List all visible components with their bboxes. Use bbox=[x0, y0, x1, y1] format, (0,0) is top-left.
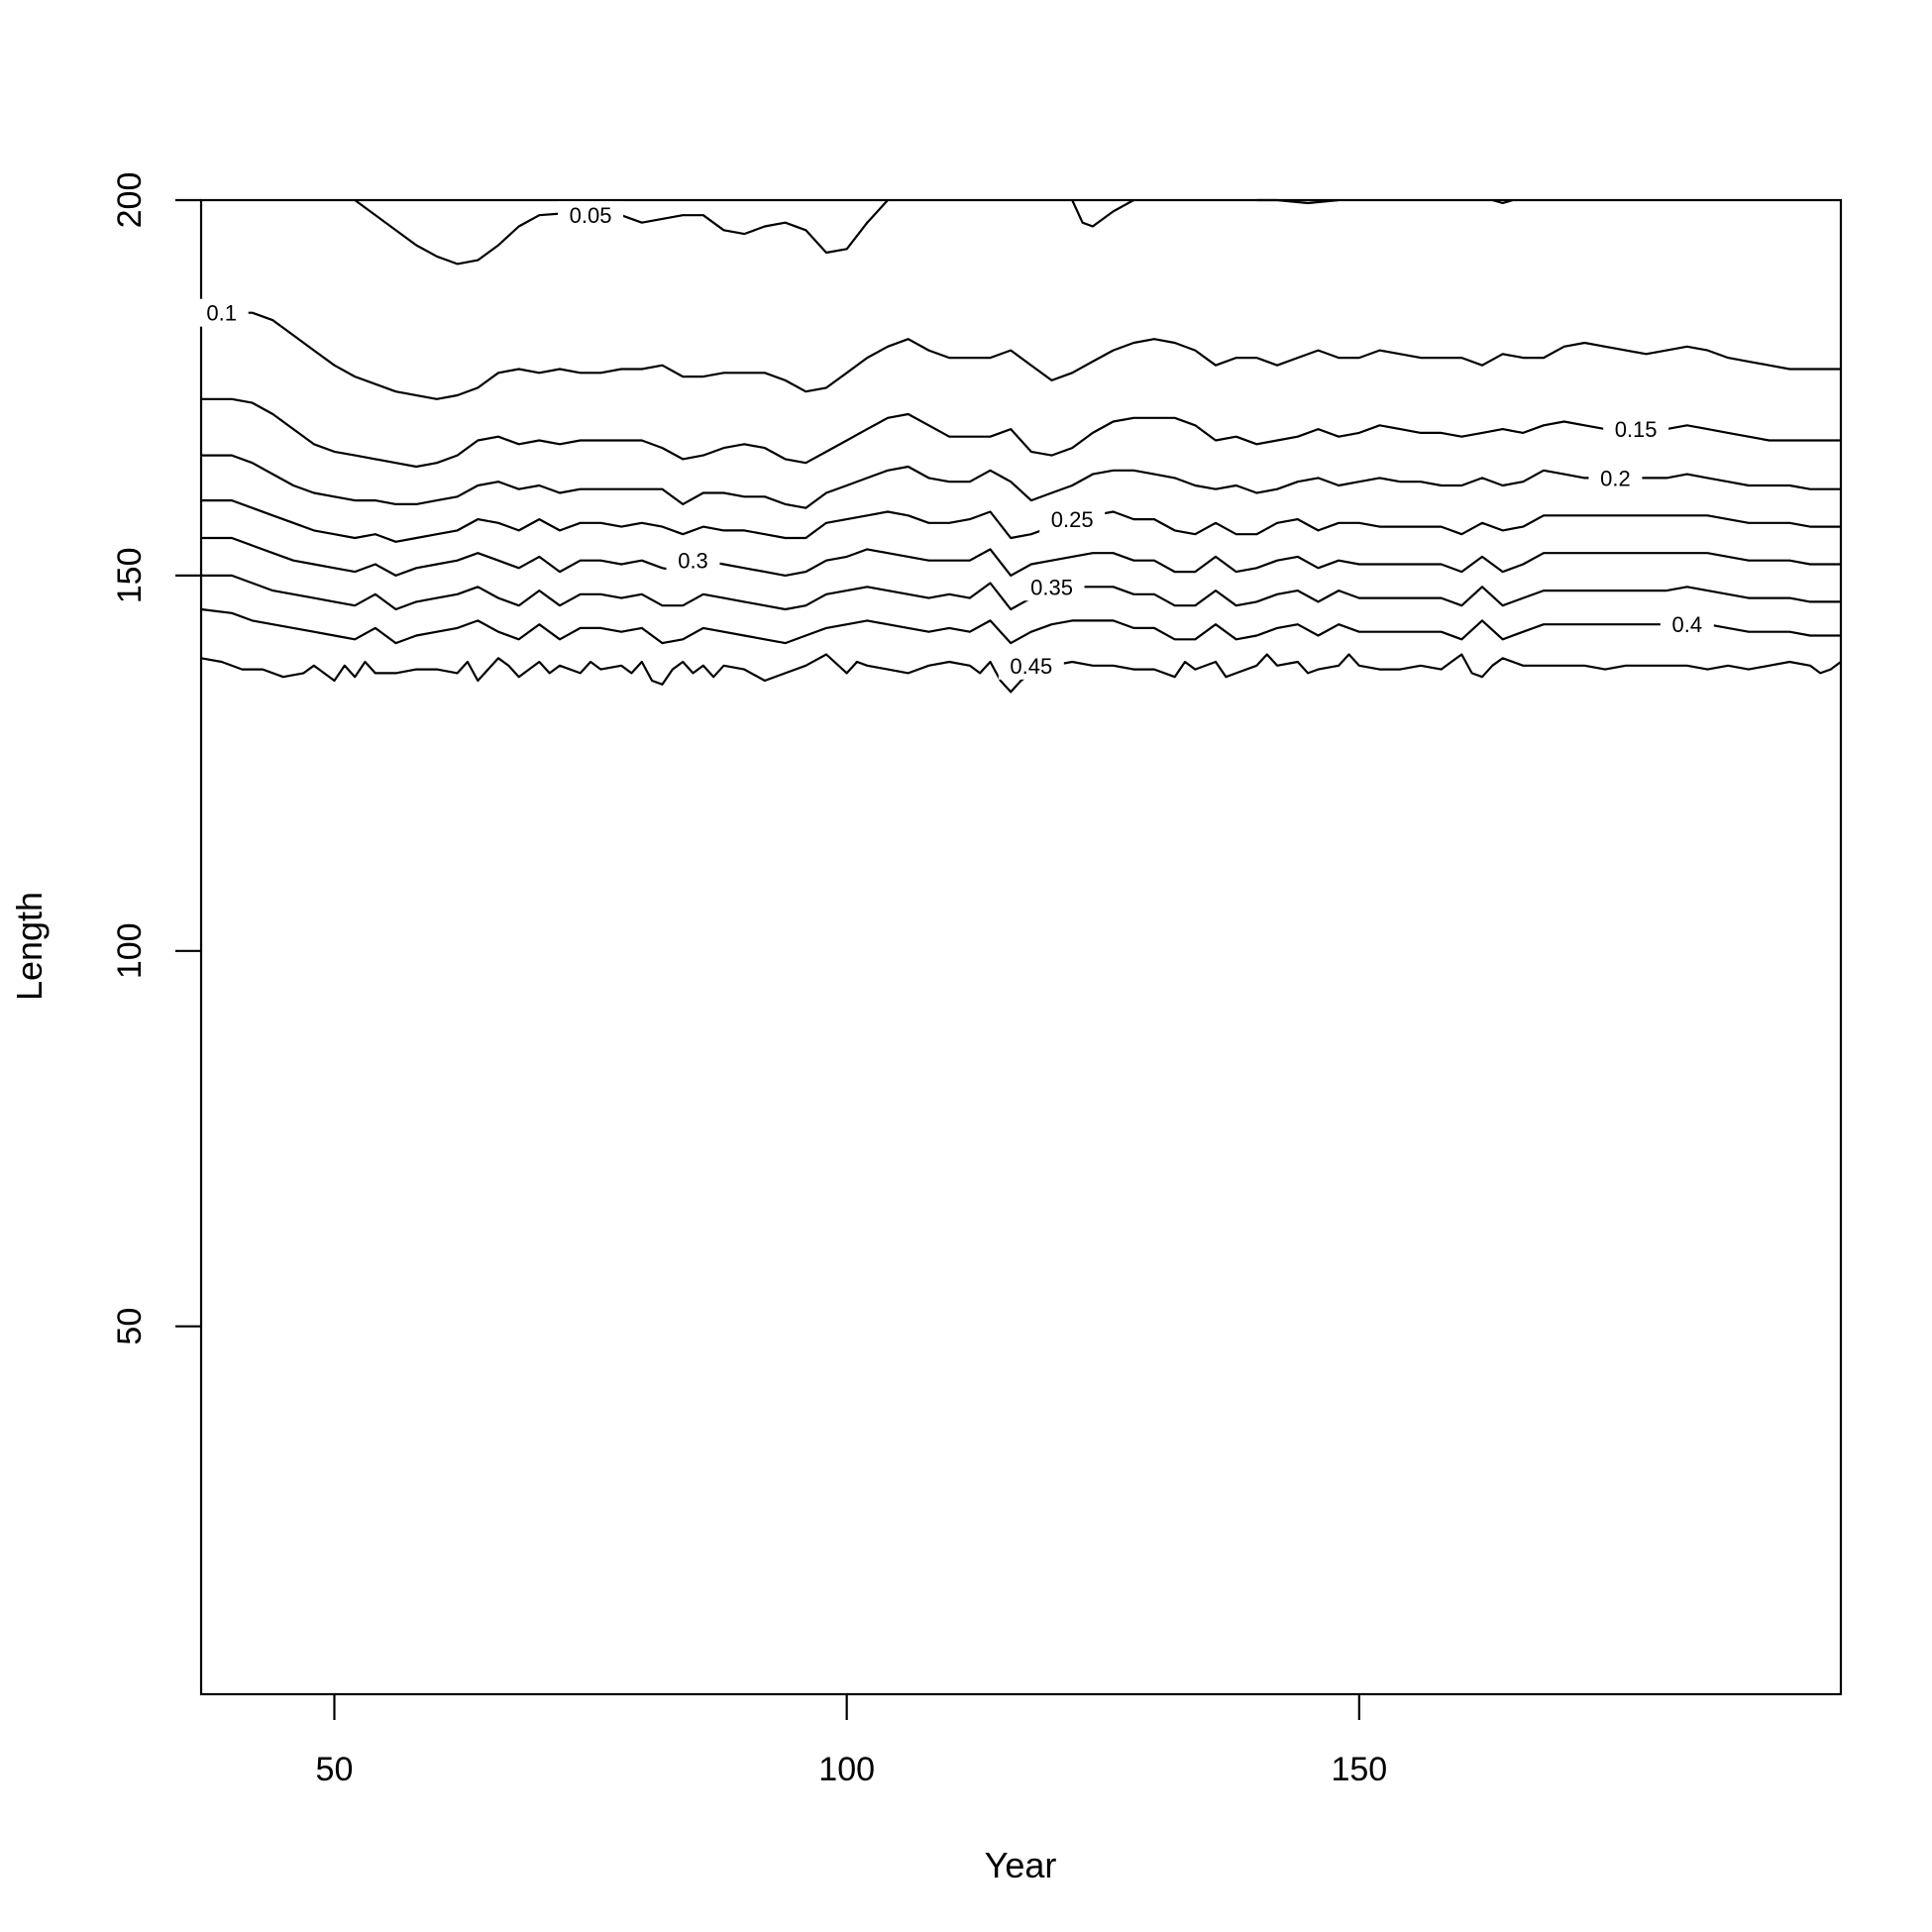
contour-line bbox=[201, 454, 1841, 509]
y-axis-title: Length bbox=[9, 892, 50, 1001]
x-axis-title: Year bbox=[985, 1845, 1057, 1885]
plot-frame bbox=[199, 198, 1843, 1696]
contour-label: 0.2 bbox=[1600, 466, 1631, 490]
contour-label: 0.1 bbox=[206, 301, 237, 326]
x-axis: 50 100 150 bbox=[316, 1694, 1387, 1788]
y-tick-label: 50 bbox=[111, 1308, 149, 1345]
contour-label: 0.05 bbox=[570, 203, 612, 228]
contour-label-background bbox=[558, 201, 624, 230]
contour-label-background bbox=[666, 546, 720, 575]
contour-label: 0.25 bbox=[1051, 507, 1094, 532]
contour-label-background bbox=[1019, 573, 1085, 601]
x-tick-label: 100 bbox=[818, 1751, 875, 1788]
contour-line bbox=[200, 607, 1841, 645]
contour-label-background bbox=[1588, 464, 1643, 492]
contour-line bbox=[201, 311, 1841, 400]
contour-label-background bbox=[998, 651, 1064, 680]
contour-labels: 0.05 0.1 0.15 0.2 0.25 0.3 0.35 0.4 0.45 bbox=[194, 201, 1714, 680]
contour-label: 0.45 bbox=[1010, 654, 1052, 679]
contour-lines bbox=[200, 198, 1842, 694]
contour-line bbox=[201, 536, 1841, 577]
contour-line bbox=[354, 199, 889, 266]
contour-line-segment bbox=[1491, 198, 1514, 205]
contour-line bbox=[201, 397, 1841, 469]
contour-line bbox=[201, 574, 1841, 611]
y-tick-label: 100 bbox=[111, 922, 149, 979]
y-tick-label: 200 bbox=[111, 172, 149, 229]
contour-label-background bbox=[1603, 415, 1669, 444]
contour-label-background bbox=[194, 298, 249, 327]
x-tick-label: 150 bbox=[1331, 1751, 1387, 1788]
x-tick-label: 50 bbox=[316, 1751, 354, 1788]
contour-label: 0.3 bbox=[678, 549, 708, 574]
contour-line bbox=[201, 499, 1841, 543]
contour-label: 0.15 bbox=[1615, 417, 1658, 442]
contour-label-background bbox=[1660, 610, 1714, 639]
y-axis: 50 100 150 200 bbox=[111, 172, 201, 1345]
contour-line-segment bbox=[1256, 198, 1340, 205]
contour-label-background bbox=[1039, 505, 1106, 534]
y-tick-label: 150 bbox=[111, 548, 149, 604]
contour-label: 0.35 bbox=[1030, 575, 1073, 599]
contour-line bbox=[200, 653, 1842, 694]
contour-line-segment bbox=[1071, 199, 1134, 228]
contour-label: 0.4 bbox=[1672, 612, 1703, 637]
